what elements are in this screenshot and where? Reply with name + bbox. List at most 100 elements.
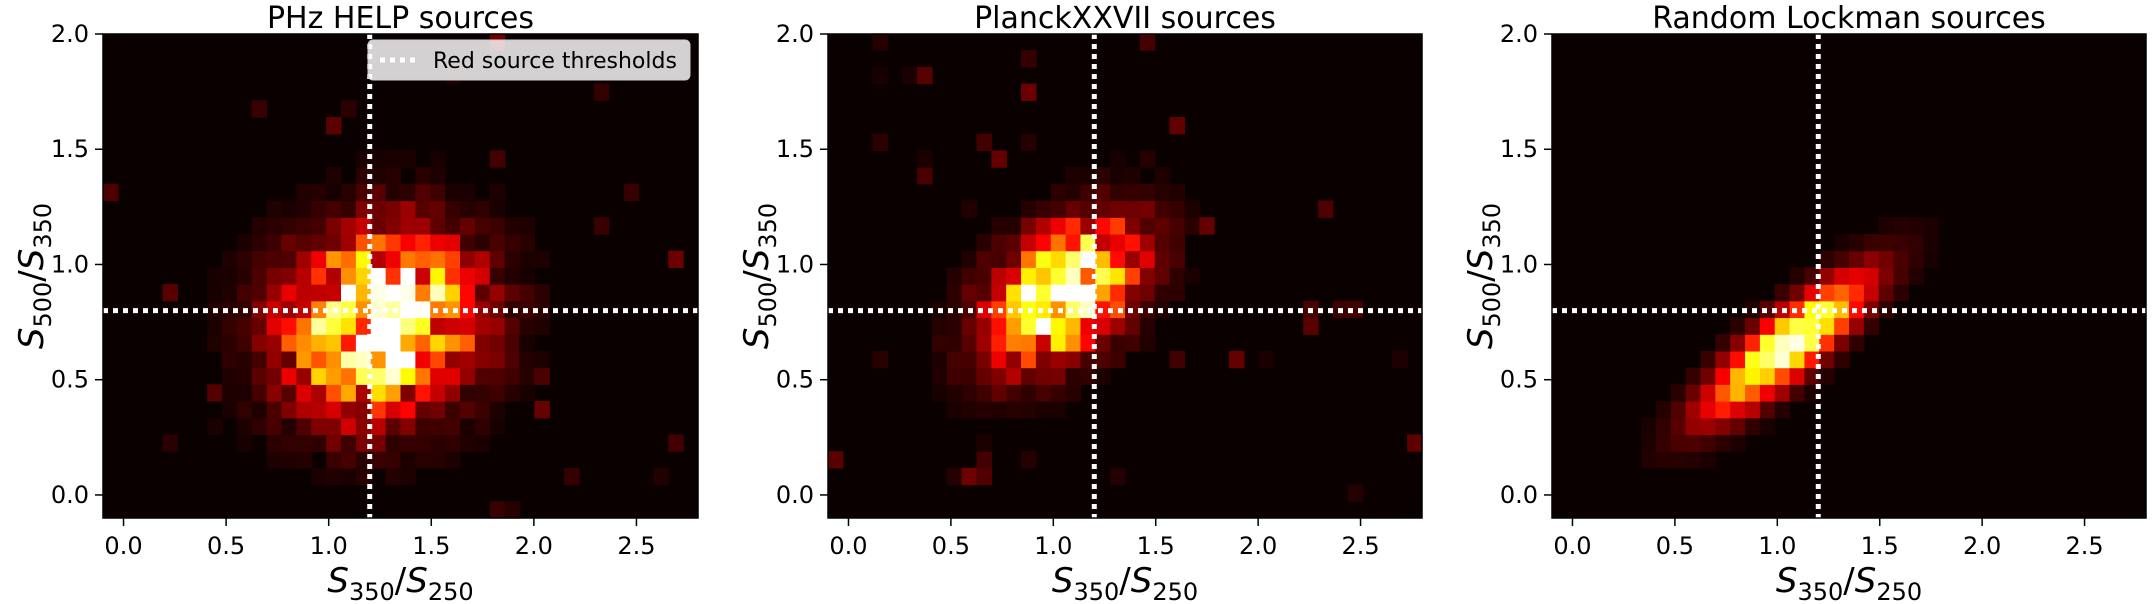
heatmap-cell [251, 417, 268, 436]
heatmap-cell [430, 451, 446, 469]
heatmap-cell [1685, 451, 1702, 469]
heatmap-cell [1006, 250, 1022, 268]
heatmap-cell [266, 367, 283, 385]
heatmap-cell [489, 250, 506, 268]
heatmap-cell [1050, 317, 1067, 335]
heatmap-cell [917, 150, 933, 168]
heatmap-cell [1670, 451, 1687, 469]
heatmap-cell [1021, 83, 1037, 101]
heatmap-cell [872, 33, 888, 51]
heatmap-cell [430, 334, 446, 352]
heatmap-cell [1095, 334, 1111, 352]
heatmap-cell [326, 384, 342, 402]
heatmap-cell [976, 467, 992, 486]
heatmap-cell [931, 350, 948, 369]
heatmap-cell [1110, 183, 1126, 202]
heatmap-cell [1745, 417, 1761, 436]
heatmap-cell [1789, 284, 1806, 302]
heatmap-cell [519, 350, 535, 369]
y-tick-label: 1.5 [1500, 135, 1538, 163]
heatmap-cell [445, 284, 461, 302]
x-tick-label: 2.0 [1239, 532, 1277, 560]
heatmap-cell [1228, 350, 1245, 369]
heatmap-cell [415, 284, 431, 302]
heatmap-cell [236, 367, 253, 385]
heatmap-cell [1834, 284, 1850, 302]
heatmap-cell [460, 334, 476, 352]
y-axis-label: S500/S350 [737, 203, 782, 349]
x-tick-label: 1.5 [412, 532, 450, 560]
heatmap-cell [296, 267, 312, 285]
heatmap-cell [1050, 384, 1067, 402]
heatmap-cell [1154, 233, 1171, 252]
heatmap-cell [281, 350, 297, 369]
heatmap-cell [266, 317, 283, 335]
heatmap-cell [1318, 200, 1334, 218]
heatmap-cell [946, 467, 963, 486]
heatmap-cell [326, 417, 342, 436]
heatmap-cell [1774, 334, 1791, 352]
heatmap-cell [370, 334, 387, 352]
heatmap-cell [1035, 284, 1052, 302]
heatmap-cell [430, 167, 446, 185]
axes-frame [1551, 33, 2147, 519]
heatmap-cell [460, 250, 476, 268]
heatmap-cell [946, 284, 963, 302]
heatmap-cell [1125, 183, 1141, 202]
heatmap-cell [1789, 350, 1806, 369]
heatmap-cell [341, 417, 357, 436]
heatmap-cell [504, 501, 521, 519]
heatmap-cell [474, 300, 491, 319]
heatmap-cell [355, 267, 372, 285]
heatmap-cell [504, 233, 521, 252]
heatmap-cell [504, 384, 521, 402]
heatmap-cell [445, 367, 461, 385]
heatmap-cell [1035, 401, 1052, 419]
heatmap-cell [1006, 217, 1022, 235]
heatmap-cell [311, 300, 327, 319]
heatmap-cell [1110, 284, 1126, 302]
heatmap-cell [489, 334, 506, 352]
y-tick-label: 1.0 [776, 250, 814, 278]
heatmap-cell [103, 183, 119, 202]
heatmap-cell [1006, 334, 1022, 352]
y-tick-label: 0.0 [51, 481, 89, 509]
heatmap-cell [445, 183, 461, 202]
heatmap-cell [311, 467, 327, 486]
heatmap-cell [341, 200, 357, 218]
heatmap-cell [370, 451, 387, 469]
heatmap-cell [1789, 367, 1806, 385]
heatmap-cell [355, 467, 372, 486]
heatmap-cell [385, 150, 402, 168]
heatmap-cell [341, 467, 357, 486]
heatmap-cell [281, 317, 297, 335]
heatmap-cell [415, 217, 431, 235]
heatmap-cell [415, 401, 431, 419]
heatmap-cell [385, 384, 402, 402]
heatmap-cell [341, 284, 357, 302]
heatmap-cell [961, 200, 978, 218]
heatmap-cell [460, 233, 476, 252]
heatmap-cell [1819, 284, 1835, 302]
heatmap-cell [1050, 183, 1067, 202]
heatmap-cell [1035, 300, 1052, 319]
heatmap-cell [1021, 284, 1037, 302]
heatmap-cell [370, 350, 387, 369]
heatmap-cell [430, 284, 446, 302]
heatmap-cell [474, 233, 491, 252]
heatmap-cell [1745, 350, 1761, 369]
heatmap-cell [236, 284, 253, 302]
heatmap-cell [474, 417, 491, 436]
heatmap-cell [1110, 200, 1126, 218]
x-tick-label: 2.5 [617, 532, 655, 560]
heatmap-cell [653, 467, 669, 486]
heatmap-cell [1006, 350, 1022, 369]
heatmap-cell [385, 367, 402, 385]
heatmap-cell [430, 183, 446, 202]
heatmap-cell [1080, 267, 1096, 285]
heatmap-cell [207, 334, 223, 352]
heatmap-cell [385, 200, 402, 218]
heatmap-cell [931, 384, 948, 402]
heatmap-cell [326, 451, 342, 469]
heatmap-cell [1834, 317, 1850, 335]
